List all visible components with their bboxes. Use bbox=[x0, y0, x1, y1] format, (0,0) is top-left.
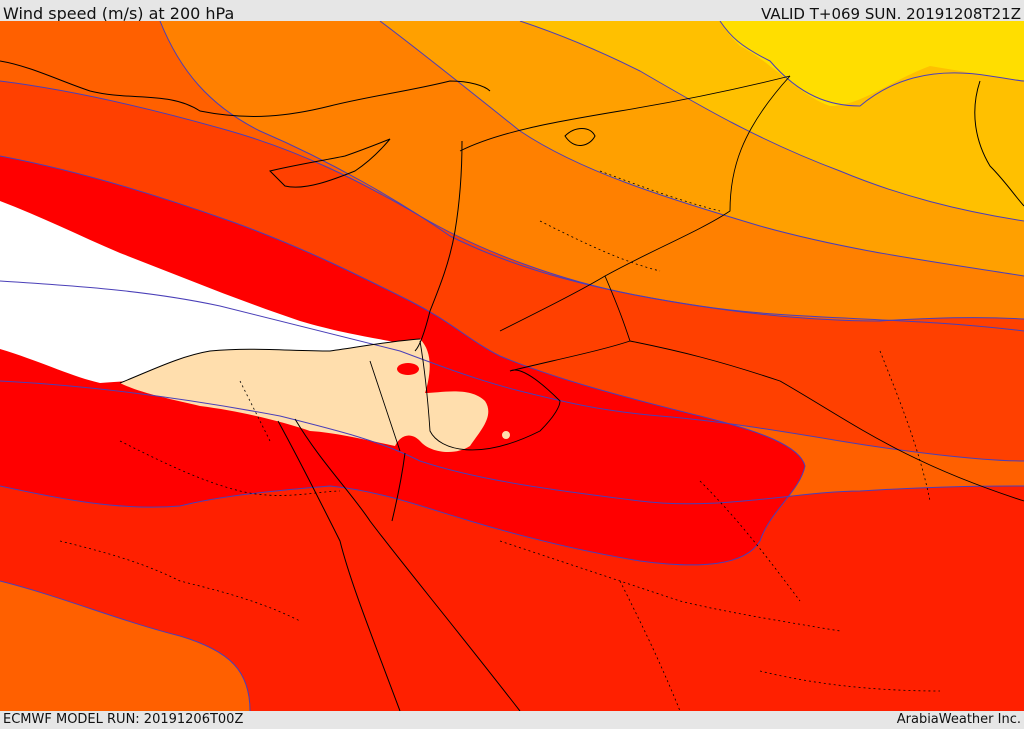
map-footer: ECMWF MODEL RUN: 20191206T00Z ArabiaWeat… bbox=[0, 711, 1024, 729]
cyprus-outline bbox=[269, 138, 391, 188]
red-spot bbox=[397, 363, 419, 375]
isotach-contours bbox=[0, 21, 1024, 711]
peach-islet bbox=[502, 431, 510, 439]
band-red-orange bbox=[0, 81, 1024, 461]
valid-time-label: VALID T+069 SUN. 20191208T21Z bbox=[761, 5, 1021, 23]
white-region bbox=[0, 201, 400, 383]
band-yellow bbox=[720, 21, 1024, 106]
wind-speed-map bbox=[0, 21, 1024, 711]
band-dark-orange-south bbox=[0, 581, 250, 711]
model-run-label: ECMWF MODEL RUN: 20191206T00Z bbox=[3, 712, 244, 727]
credit-label: ArabiaWeather Inc. bbox=[896, 712, 1021, 727]
coastlines bbox=[0, 60, 1024, 711]
map-header: Wind speed (m/s) at 200 hPa VALID T+069 … bbox=[0, 0, 1024, 23]
country-borders bbox=[369, 75, 1024, 502]
province-borders bbox=[59, 170, 941, 711]
map-title: Wind speed (m/s) at 200 hPa bbox=[3, 4, 235, 23]
peach-region bbox=[120, 339, 489, 453]
